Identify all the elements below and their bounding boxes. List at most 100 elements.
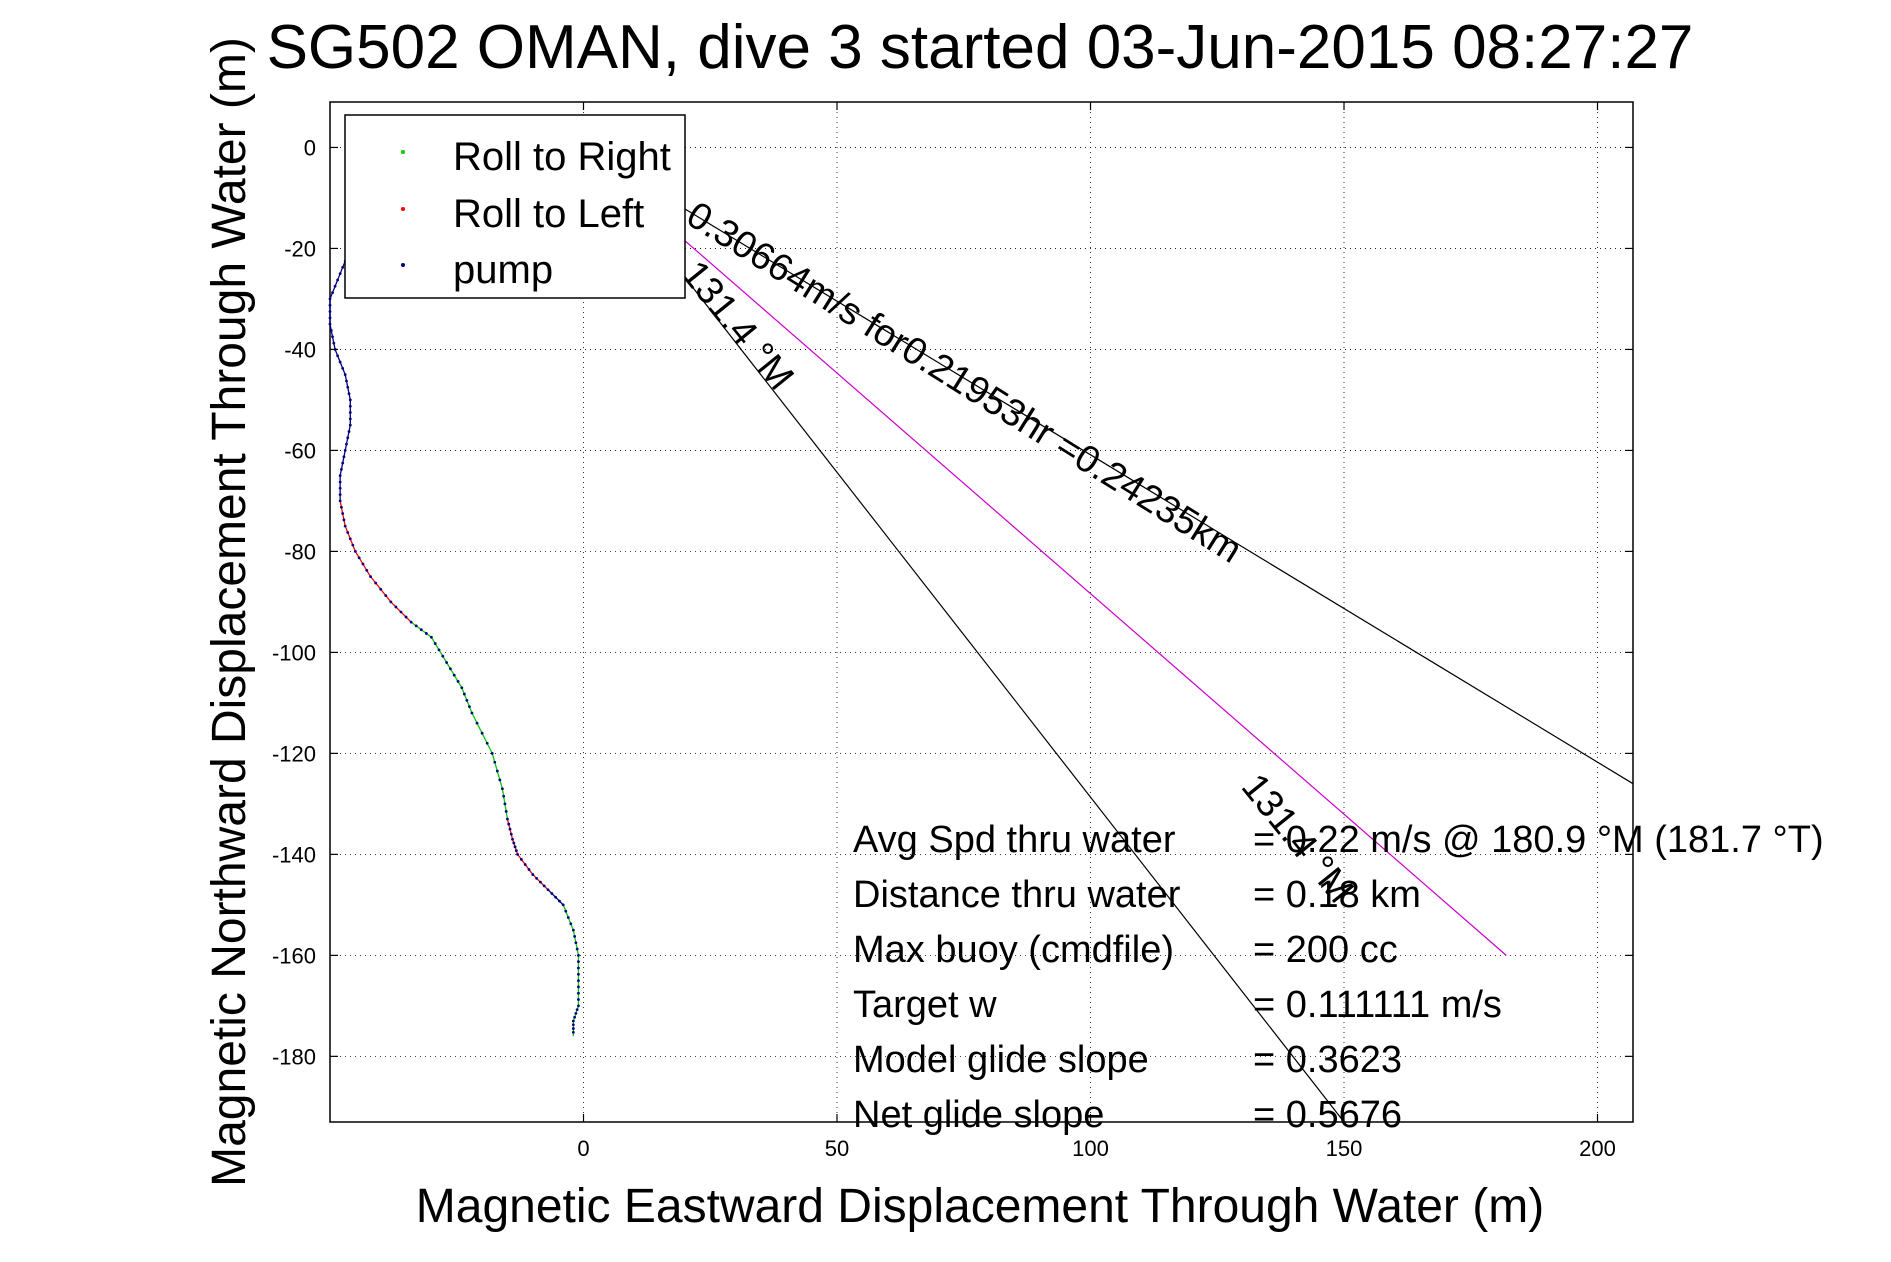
track-point	[577, 1004, 580, 1008]
track-point	[353, 550, 357, 553]
track-point	[341, 461, 345, 465]
track-point	[485, 741, 489, 745]
track-point	[346, 436, 350, 440]
track-point	[430, 635, 433, 639]
track-point	[571, 1019, 575, 1023]
legend-label-roll-right: Roll to Right	[453, 135, 671, 179]
track-point	[569, 922, 573, 926]
track-point	[345, 442, 348, 446]
track-point	[347, 430, 351, 433]
track-point	[495, 769, 499, 773]
track-point	[348, 537, 352, 541]
track-point	[460, 686, 464, 690]
y-axis-label: Magnetic Northward Displacement Through …	[203, 37, 256, 1187]
track-point	[506, 817, 509, 821]
track-point	[550, 892, 554, 895]
track-point	[571, 928, 575, 932]
track-point	[502, 794, 506, 798]
track-point	[338, 499, 342, 503]
stat-label-distance: Distance thru water	[853, 874, 1181, 916]
stat-label-avg-speed: Avg Spd thru water	[853, 819, 1176, 861]
track-point	[343, 449, 347, 452]
legend: Roll to Right Roll to Left pump	[344, 114, 686, 299]
track-point	[523, 863, 527, 866]
y-tick-label: -40	[284, 337, 316, 362]
x-tick-label: 200	[1579, 1136, 1616, 1161]
track-point	[369, 575, 372, 579]
track-point	[437, 648, 441, 652]
track-point	[470, 711, 474, 715]
x-axis-label: Magnetic Eastward Displacement Through W…	[416, 1180, 1544, 1233]
track-point	[441, 654, 445, 658]
track-point	[399, 610, 403, 614]
track-point	[379, 587, 383, 591]
track-point	[577, 979, 580, 983]
track-point	[554, 895, 558, 899]
track-point	[465, 698, 469, 702]
track-point	[558, 899, 561, 903]
track-point	[577, 972, 580, 976]
track-point	[328, 322, 332, 326]
stat-value-target-w: = 0.111111 m/s	[1253, 984, 1502, 1026]
track-point	[462, 692, 466, 696]
track-point	[561, 903, 565, 907]
track-point	[338, 486, 342, 490]
track-point	[468, 705, 471, 709]
stats-block: Avg Spd thru water = 0.22 m/s @ 180.9 °M…	[853, 819, 1824, 1136]
track-point	[573, 935, 577, 938]
track-point	[513, 845, 517, 849]
track-point	[531, 873, 535, 876]
stat-label-target-w: Target w	[853, 984, 997, 1026]
track-point	[331, 335, 334, 339]
track-point	[575, 1008, 579, 1012]
track-point	[571, 1023, 575, 1027]
stat-value-avg-speed: = 0.22 m/s @ 180.9 °M (181.7 °T)	[1253, 819, 1824, 861]
y-tick-label: -180	[272, 1044, 316, 1069]
track-point	[341, 265, 345, 269]
track-point	[414, 624, 418, 628]
track-point	[332, 341, 336, 345]
track-point	[346, 385, 350, 389]
track-point	[336, 278, 340, 282]
track-point	[348, 411, 352, 414]
track-point	[419, 628, 423, 632]
track-point	[331, 291, 334, 295]
y-tick-label: -120	[272, 741, 316, 766]
track-point	[351, 543, 355, 547]
track-point	[384, 594, 388, 597]
track-point	[577, 998, 580, 1001]
track-point	[341, 512, 345, 515]
track-point	[340, 467, 343, 471]
stat-label-net-glide: Net glide slope	[853, 1094, 1104, 1136]
track-point	[542, 884, 546, 888]
track-point	[328, 303, 332, 307]
x-tick-label: 50	[825, 1136, 849, 1161]
track-point	[456, 680, 460, 683]
track-point	[357, 556, 361, 560]
track-point	[535, 876, 539, 880]
stat-value-net-glide: = 0.5676	[1253, 1094, 1402, 1136]
y-ticks: 0 -20 -40 -60 -80 -100 -120 -140 -160 -180	[272, 135, 1633, 1069]
current-line	[583, 152, 1507, 956]
track-point	[433, 642, 437, 645]
dive-track	[328, 247, 580, 1037]
track-point	[394, 605, 398, 609]
track-point	[475, 721, 479, 725]
track-point	[348, 417, 352, 421]
track-point	[575, 947, 579, 951]
heading-ref-1-line	[583, 146, 1634, 785]
track-point	[348, 398, 352, 402]
track-point	[343, 524, 347, 528]
track-point	[512, 841, 516, 845]
track-point	[338, 480, 342, 484]
track-point	[445, 661, 449, 664]
stat-value-model-glide: = 0.3623	[1253, 1039, 1402, 1081]
track-point	[338, 493, 342, 496]
track-point	[341, 366, 345, 370]
track-point	[328, 297, 332, 301]
track-point	[577, 953, 580, 957]
track-point	[577, 991, 580, 995]
track-point	[504, 810, 508, 813]
track-point	[449, 667, 452, 671]
track-point	[348, 423, 352, 427]
